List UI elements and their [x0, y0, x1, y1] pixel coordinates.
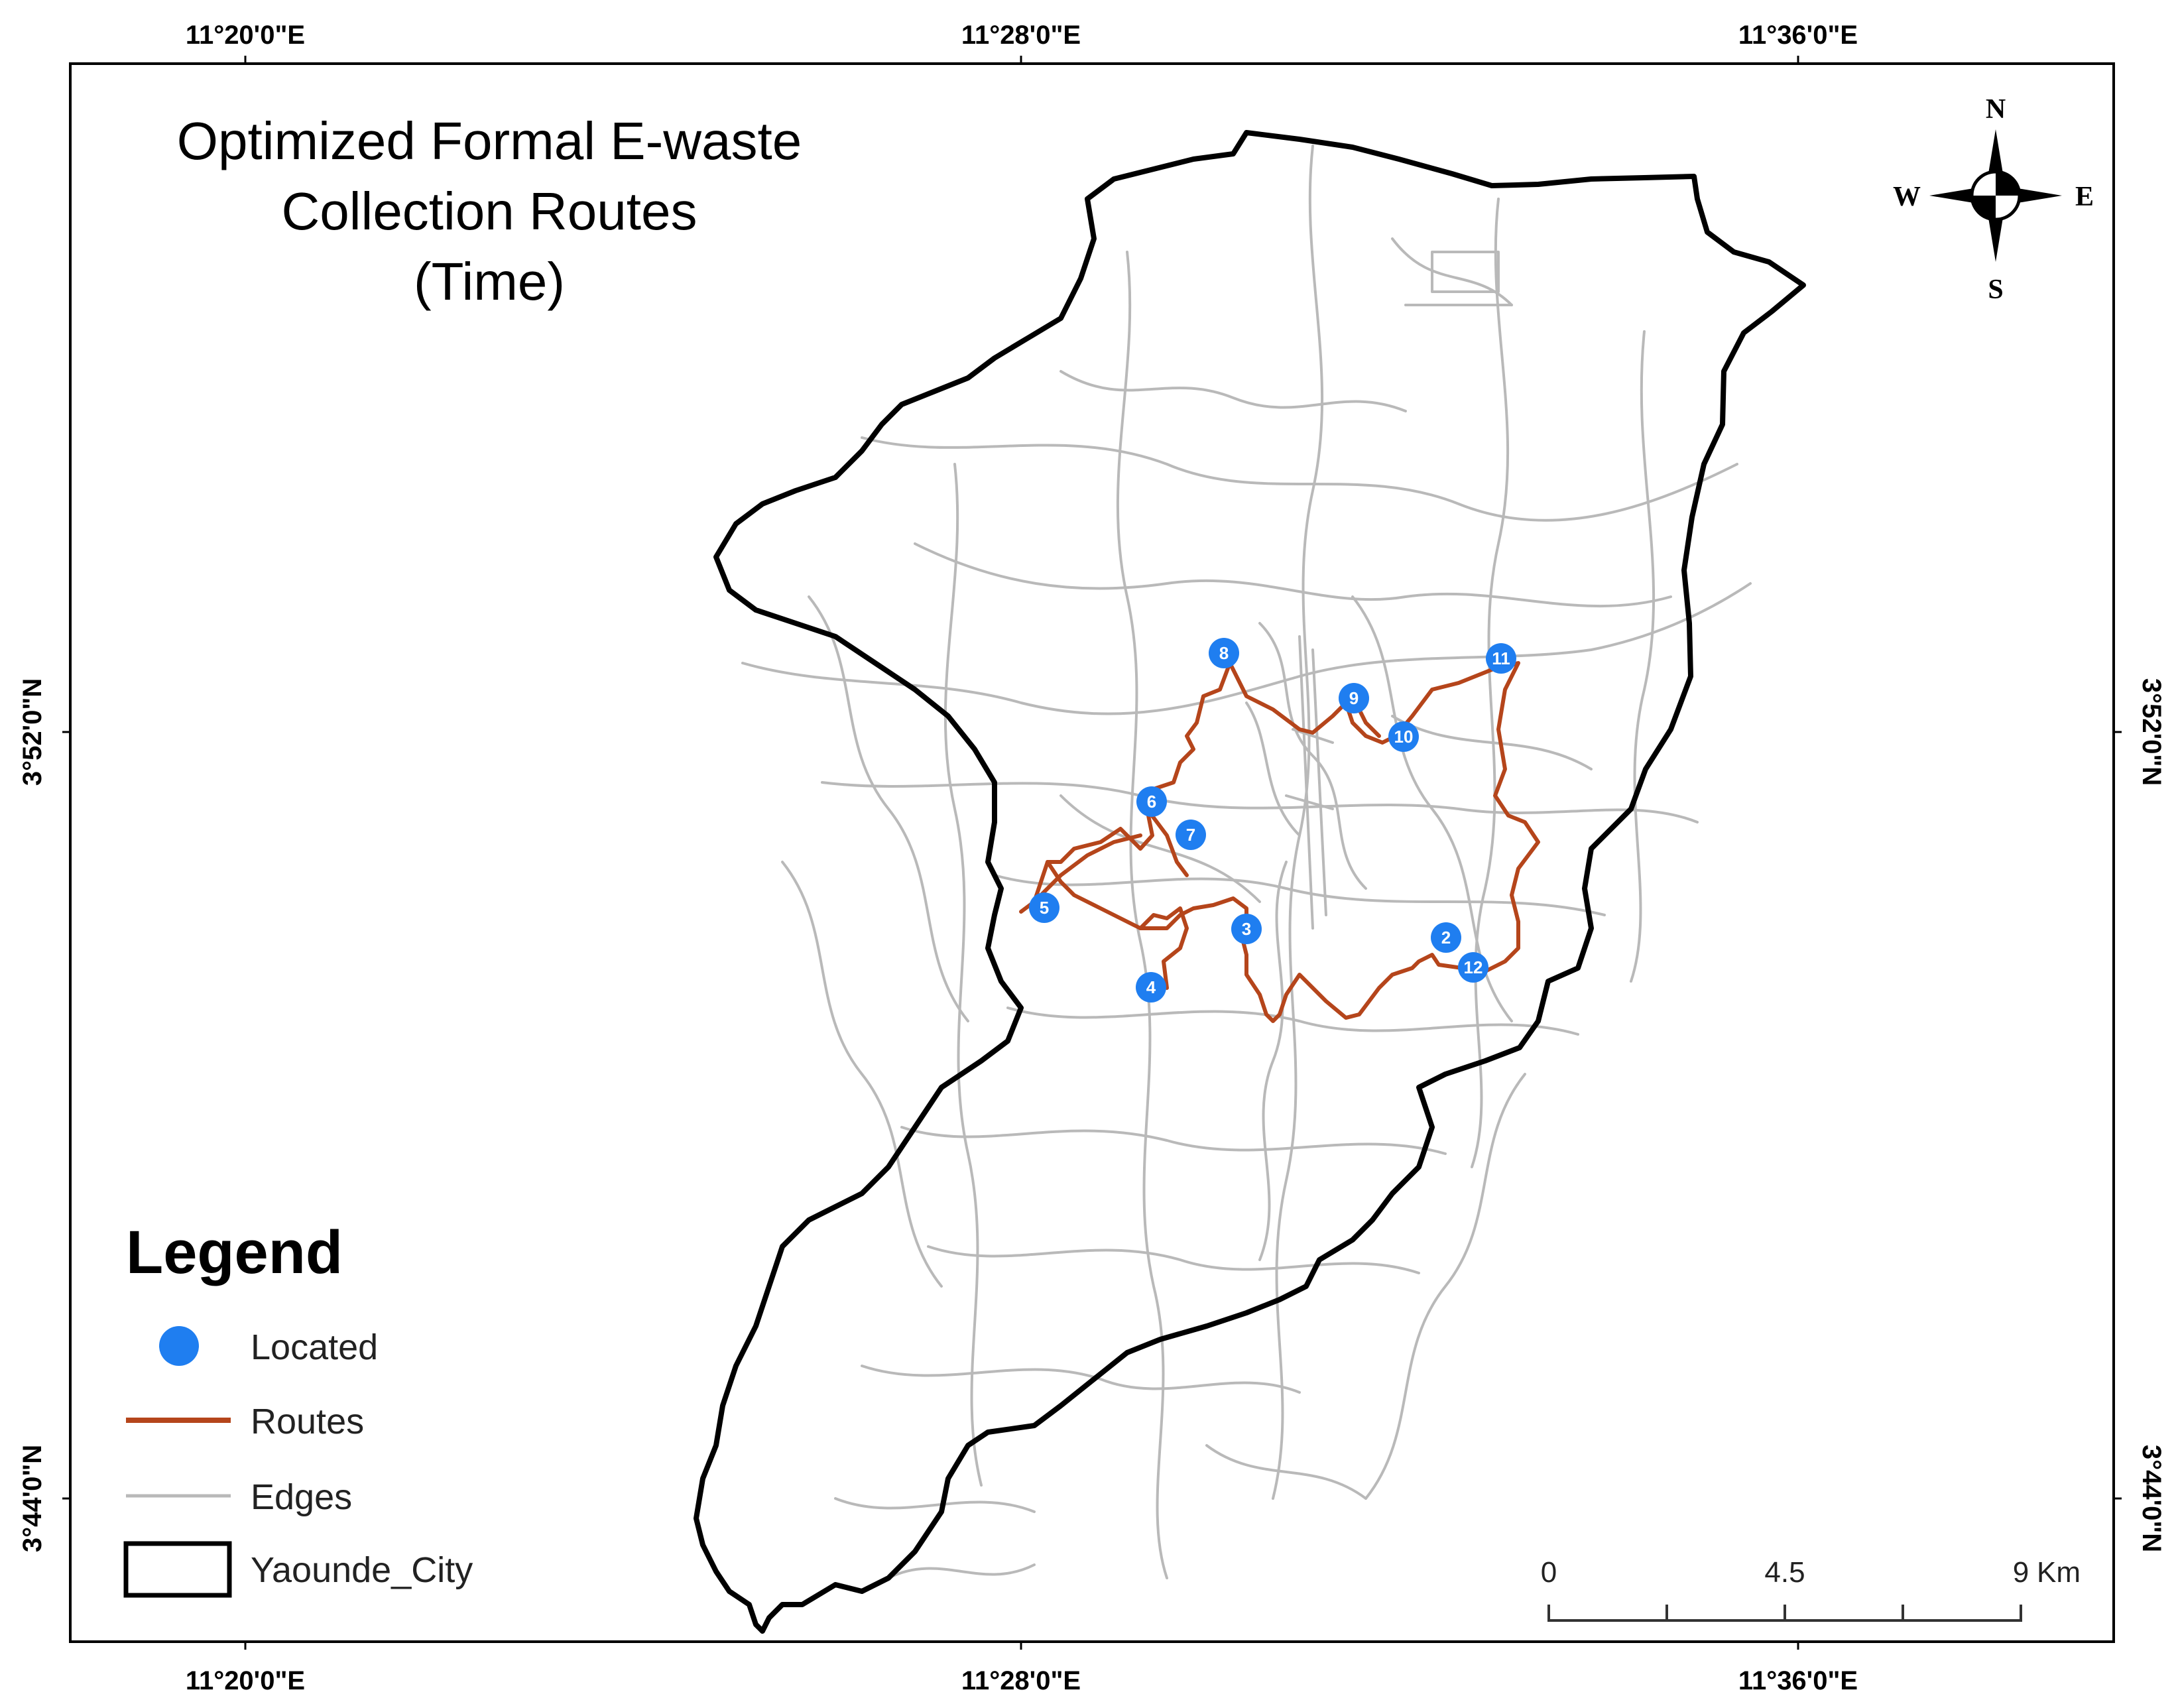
coord-right-1: 3°52'0"N — [2137, 678, 2166, 786]
svg-text:6: 6 — [1147, 792, 1156, 812]
located-point-3[interactable]: 3 — [1231, 914, 1262, 944]
located-point-12[interactable]: 12 — [1458, 952, 1488, 983]
svg-text:4: 4 — [1146, 977, 1156, 997]
map-title-line-1: Optimized Formal E-waste — [177, 111, 802, 170]
compass-w: W — [1893, 182, 1921, 212]
svg-text:2: 2 — [1441, 928, 1451, 947]
legend-city-label: Yaounde_City — [251, 1550, 473, 1590]
map-frame — [69, 62, 2115, 1643]
legend-located-label: Located — [251, 1327, 378, 1367]
coord-top-3: 11°36'0"E — [1738, 21, 1858, 50]
legend-located-symbol — [159, 1326, 199, 1366]
coord-top-2: 11°28'0"E — [961, 21, 1081, 50]
yaounde-city-boundary — [694, 130, 1806, 1634]
legend-title: Legend — [126, 1219, 343, 1286]
legend: Legend Located Routes Edges Yaounde_City — [123, 1219, 473, 1598]
scale-label-mid: 4.5 — [1764, 1556, 1805, 1589]
coord-bottom-2: 11°28'0"E — [961, 1666, 1081, 1695]
compass-e: E — [2075, 182, 2094, 212]
located-point-10[interactable]: 10 — [1388, 721, 1419, 752]
svg-text:12: 12 — [1464, 957, 1483, 977]
legend-edges-label: Edges — [251, 1477, 352, 1517]
scale-bar: 0 4.5 9 Km — [1541, 1556, 2081, 1622]
coord-top-1: 11°20'0"E — [186, 21, 305, 50]
located-points: 2 3 4 5 6 7 8 9 10 11 12 — [1029, 638, 1516, 1003]
located-point-7[interactable]: 7 — [1176, 820, 1206, 850]
svg-text:9: 9 — [1349, 688, 1359, 708]
coord-left-2: 3°44'0"N — [18, 1445, 47, 1552]
located-point-9[interactable]: 9 — [1339, 683, 1369, 713]
collection-routes — [1019, 661, 1540, 1023]
compass-rose: N S W E — [1893, 94, 2094, 305]
map-title-line-3: (Time) — [414, 252, 565, 311]
scale-label-zero: 0 — [1541, 1556, 1557, 1589]
scale-unit: Km — [2037, 1556, 2081, 1589]
legend-routes-label: Routes — [251, 1402, 364, 1441]
svg-text:5: 5 — [1040, 898, 1049, 918]
located-point-5[interactable]: 5 — [1029, 892, 1059, 923]
located-point-11[interactable]: 11 — [1486, 643, 1516, 674]
coord-left-1: 3°52'0"N — [18, 678, 47, 786]
svg-text:10: 10 — [1394, 727, 1414, 747]
map-title-line-2: Collection Routes — [282, 182, 697, 241]
graticule-ticks — [62, 56, 2122, 1650]
coord-right-2: 3°44'0"N — [2137, 1445, 2166, 1552]
scale-label-end: 9 — [2013, 1556, 2029, 1589]
svg-text:11: 11 — [1492, 648, 1510, 668]
located-point-6[interactable]: 6 — [1136, 786, 1167, 817]
legend-city-symbol — [123, 1541, 232, 1598]
svg-text:7: 7 — [1186, 825, 1195, 845]
located-point-2[interactable]: 2 — [1431, 922, 1461, 953]
coord-bottom-3: 11°36'0"E — [1738, 1666, 1858, 1695]
road-edges — [741, 145, 1752, 1579]
compass-n: N — [1986, 94, 2006, 125]
svg-text:8: 8 — [1219, 643, 1229, 663]
located-point-8[interactable]: 8 — [1209, 638, 1239, 668]
coord-bottom-1: 11°20'0"E — [186, 1666, 305, 1695]
svg-text:3: 3 — [1242, 919, 1251, 939]
located-point-4[interactable]: 4 — [1136, 972, 1166, 1003]
compass-s: S — [1988, 274, 2003, 305]
